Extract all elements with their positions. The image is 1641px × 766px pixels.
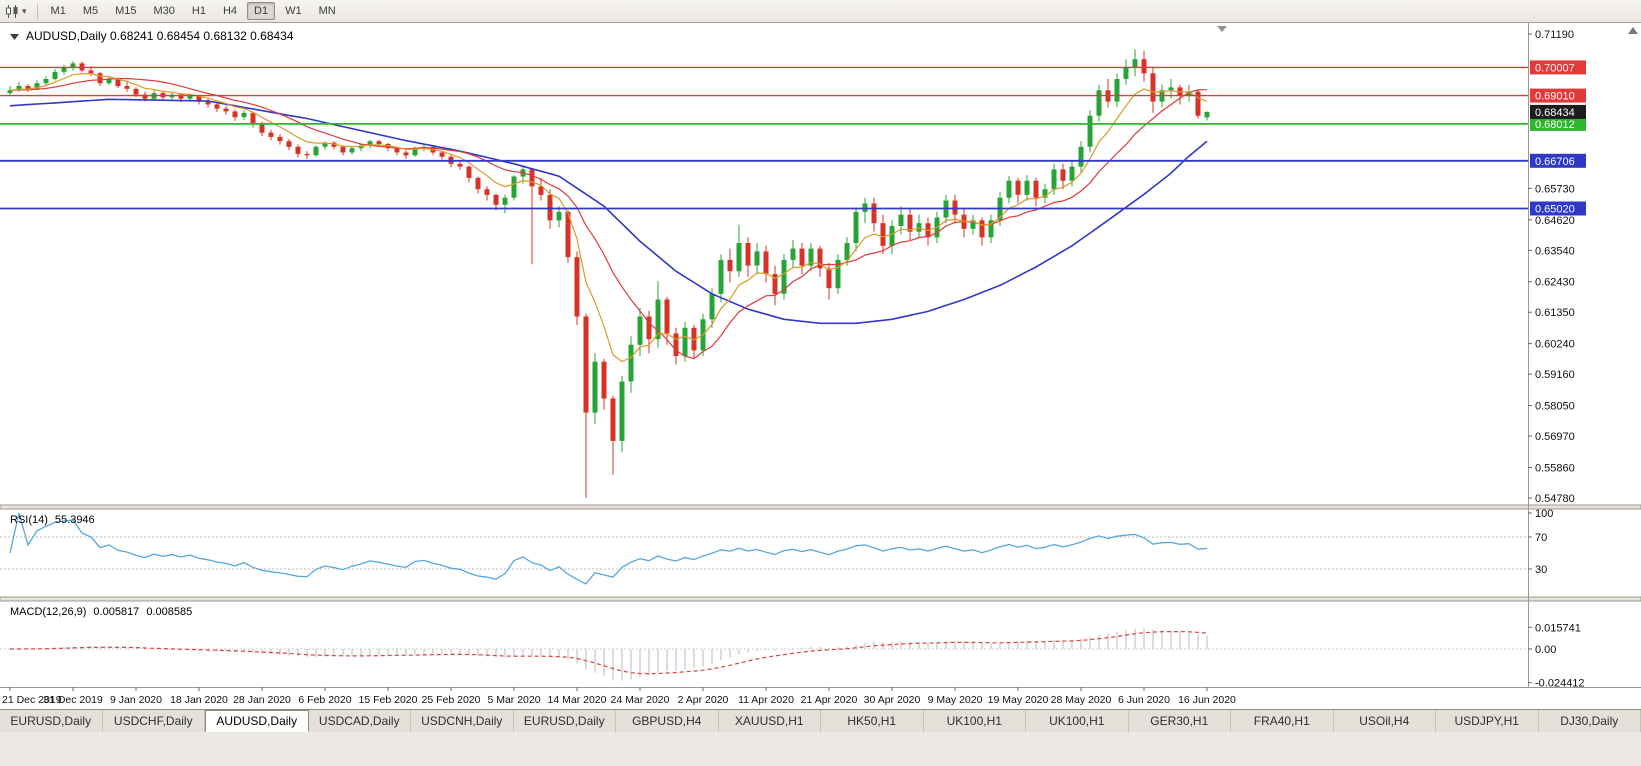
svg-text:5 Mar 2020: 5 Mar 2020 <box>487 694 540 706</box>
timeframe-button-d1[interactable]: D1 <box>247 1 276 21</box>
chart-tab-uk100-h1[interactable]: UK100,H1 <box>924 710 1026 732</box>
chart-tab-uk100-h1[interactable]: UK100,H1 <box>1026 710 1129 732</box>
timeframe-toolbar: ▾ M1 M5 M15 M30 H1 H4 D1 W1 MN <box>0 0 1641 23</box>
svg-text:0.58050: 0.58050 <box>1535 401 1575 413</box>
chart-backgrounds <box>0 23 1641 709</box>
candlestick-chart-icon[interactable] <box>5 4 20 18</box>
horizontal-line-objects[interactable] <box>0 66 1528 210</box>
moving-averages <box>9 72 1208 363</box>
ma-medium-line <box>9 77 1208 360</box>
svg-text:70: 70 <box>1535 532 1547 544</box>
chart-canvas[interactable]: 0.71190 0.65730 0.64620 0.63540 0.62430 0.613… <box>0 23 1641 709</box>
svg-text:28 Jan 2020: 28 Jan 2020 <box>233 694 291 706</box>
chart-tab-fra40-h1[interactable]: FRA40,H1 <box>1231 710 1334 732</box>
price-scale: 0.71190 0.65730 0.64620 0.63540 0.62430 0.613… <box>1528 29 1586 505</box>
svg-text:0.60240: 0.60240 <box>1535 339 1575 351</box>
svg-text:0.54780: 0.54780 <box>1535 493 1575 505</box>
timeframe-button-m5[interactable]: M5 <box>82 4 99 17</box>
chart-tab-usdcad-daily[interactable]: USDCAD,Daily <box>309 710 411 732</box>
chart-tab-usoil-h4[interactable]: USOil,H4 <box>1334 710 1436 732</box>
chart-shift-marker <box>1217 26 1227 32</box>
timeframe-buttons: M1 M5 M15 M30 H1 H4 D1 W1 MN <box>44 1 343 21</box>
scroll-up-arrow[interactable] <box>1628 27 1638 34</box>
svg-text:0.00: 0.00 <box>1535 644 1556 656</box>
macd-signal-line <box>10 630 1208 675</box>
svg-text:14 Mar 2020: 14 Mar 2020 <box>548 694 607 706</box>
svg-text:19 May 2020: 19 May 2020 <box>988 694 1049 706</box>
chart-tab-hk50-h1[interactable]: HK50,H1 <box>821 710 924 732</box>
chart-tab-audusd-daily[interactable]: AUDUSD,Daily <box>205 710 309 732</box>
macd-label: MACD(12,26,9) 0.005817 0.008585 <box>10 606 192 618</box>
svg-text:9 May 2020: 9 May 2020 <box>928 694 983 706</box>
svg-text:0.56970: 0.56970 <box>1535 431 1575 443</box>
svg-text:16 Jun 2020: 16 Jun 2020 <box>1178 694 1236 706</box>
svg-text:15 Feb 2020: 15 Feb 2020 <box>359 694 418 706</box>
svg-text:0.64620: 0.64620 <box>1535 215 1575 227</box>
macd-panel: 0.015741 0.00 -0.024412 <box>0 622 1585 690</box>
svg-text:6 Feb 2020: 6 Feb 2020 <box>298 694 351 706</box>
svg-text:0.71190: 0.71190 <box>1535 29 1574 41</box>
svg-text:28 May 2020: 28 May 2020 <box>1051 694 1112 706</box>
svg-text:100: 100 <box>1535 508 1553 520</box>
svg-text:0.68012: 0.68012 <box>1535 119 1575 131</box>
ma-fast-line <box>9 72 1208 363</box>
status-area <box>0 732 1641 766</box>
svg-text:0.65020: 0.65020 <box>1535 204 1575 216</box>
chart-tab-gbpusd-h4[interactable]: GBPUSD,H4 <box>616 710 719 732</box>
svg-text:11 Apr 2020: 11 Apr 2020 <box>738 694 794 706</box>
svg-text:6 Jun 2020: 6 Jun 2020 <box>1118 694 1170 706</box>
timeframe-button-h4[interactable]: H4 <box>222 4 238 17</box>
svg-text:31 Dec 2019: 31 Dec 2019 <box>43 694 103 706</box>
svg-text:21 Apr 2020: 21 Apr 2020 <box>801 694 858 706</box>
svg-text:30: 30 <box>1535 564 1547 576</box>
chart-type-dropdown-caret[interactable]: ▾ <box>22 5 27 16</box>
timeframe-button-m30[interactable]: M30 <box>153 4 175 17</box>
svg-text:0.68434: 0.68434 <box>1535 107 1575 119</box>
svg-text:0.65730: 0.65730 <box>1535 183 1575 195</box>
svg-text:30 Apr 2020: 30 Apr 2020 <box>864 694 921 706</box>
svg-text:0.69010: 0.69010 <box>1535 91 1575 103</box>
chart-tab-usdcnh-daily[interactable]: USDCNH,Daily <box>411 710 514 732</box>
svg-text:18 Jan 2020: 18 Jan 2020 <box>170 694 228 706</box>
svg-text:0.015741: 0.015741 <box>1535 622 1581 634</box>
timeframe-button-h1[interactable]: H1 <box>191 4 206 17</box>
svg-text:9 Jan 2020: 9 Jan 2020 <box>110 694 162 706</box>
chart-tab-usdchf-daily[interactable]: USDCHF,Daily <box>103 710 205 732</box>
chart-tab-eurusd-daily[interactable]: EURUSD,Daily <box>514 710 616 732</box>
chart-title: AUDUSD,Daily 0.68241 0.68454 0.68132 0.6… <box>26 29 294 43</box>
rsi-line <box>9 512 1208 585</box>
chart-tab-xauusd-h1[interactable]: XAUUSD,H1 <box>719 710 821 732</box>
timeframe-button-mn[interactable]: MN <box>318 4 336 17</box>
svg-text:0.66706: 0.66706 <box>1535 156 1575 168</box>
svg-text:24 Mar 2020: 24 Mar 2020 <box>611 694 670 706</box>
chart-tab-usdjpy-h1[interactable]: USDJPY,H1 <box>1436 710 1539 732</box>
svg-text:-0.024412: -0.024412 <box>1535 678 1585 690</box>
svg-text:21 Dec 2019: 21 Dec 2019 <box>2 694 62 706</box>
rsi-label: RSI(14) 55.3946 <box>10 514 95 526</box>
svg-text:0.63540: 0.63540 <box>1535 245 1575 257</box>
timeframe-button-w1[interactable]: W1 <box>285 4 302 17</box>
chart-tab-ger30-h1[interactable]: GER30,H1 <box>1129 710 1231 732</box>
svg-text:25 Feb 2020: 25 Feb 2020 <box>422 694 481 706</box>
chart-tab-bar: EURUSD,Daily USDCHF,Daily AUDUSD,Daily USDC… <box>0 709 1641 732</box>
ma-slow-line <box>9 98 1208 325</box>
svg-text:0.59160: 0.59160 <box>1535 369 1575 381</box>
timeframe-button-m1[interactable]: M1 <box>50 4 66 17</box>
rsi-panel: 100 70 30 <box>0 508 1553 585</box>
svg-text:0.55860: 0.55860 <box>1535 463 1575 475</box>
toolbar-separator <box>36 3 38 19</box>
svg-text:0.61350: 0.61350 <box>1535 307 1575 319</box>
svg-text:0.62430: 0.62430 <box>1535 277 1575 289</box>
timeframe-button-m15[interactable]: M15 <box>115 4 137 17</box>
svg-text:2 Apr 2020: 2 Apr 2020 <box>678 694 729 706</box>
chart-tab-dj30-daily[interactable]: DJ30,Daily <box>1539 710 1641 732</box>
one-click-trading-caret[interactable] <box>10 34 19 40</box>
svg-text:0.70007: 0.70007 <box>1535 62 1575 74</box>
chart-tab-eurusd-daily[interactable]: EURUSD,Daily <box>0 710 103 732</box>
